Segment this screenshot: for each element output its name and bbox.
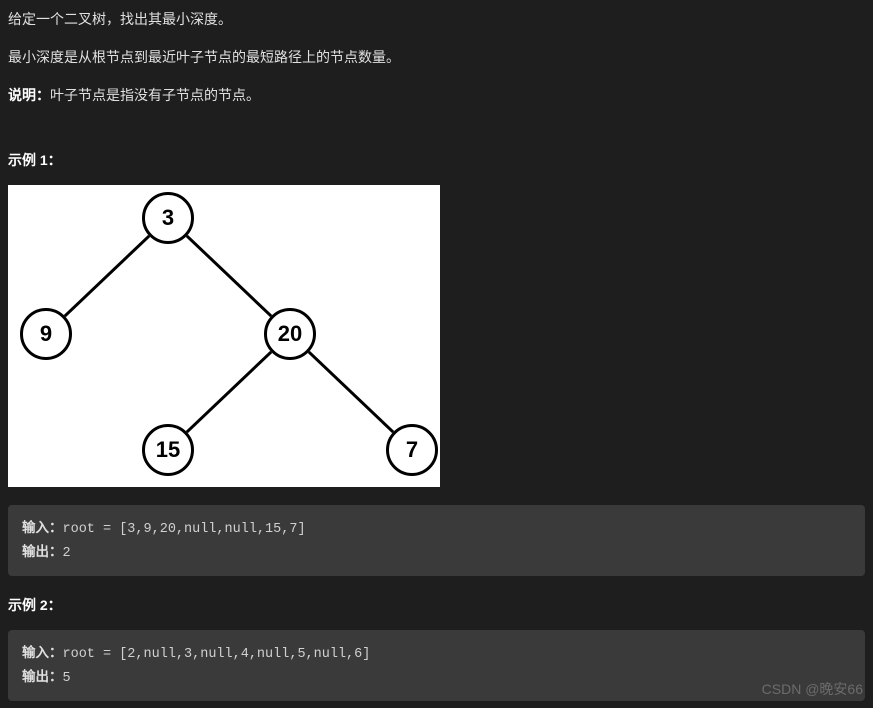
tree-edge (187, 236, 271, 316)
example-2-io: 输入：root = [2,null,3,null,4,null,5,null,6… (8, 630, 865, 701)
tree-node-label: 9 (40, 315, 52, 352)
problem-line-1: 给定一个二叉树，找出其最小深度。 (8, 8, 865, 32)
io-output-value: 2 (63, 546, 71, 561)
example-1-io: 输入：root = [3,9,20,null,null,15,7] 输出：2 (8, 505, 865, 576)
note-label: 说明： (8, 87, 50, 103)
problem-note: 说明：叶子节点是指没有子节点的节点。 (8, 84, 865, 108)
io2-input-label: 输入： (22, 645, 63, 660)
tree-node: 7 (386, 424, 438, 476)
io-input-label: 输入： (22, 520, 63, 535)
io-input-value: root = [3,9,20,null,null,15,7] (63, 522, 306, 537)
tree-node: 15 (142, 424, 194, 476)
io2-output-value: 5 (63, 671, 71, 686)
tree-edge (309, 352, 393, 432)
problem-line-2: 最小深度是从根节点到最近叶子节点的最短路径上的节点数量。 (8, 46, 865, 70)
tree-node: 20 (264, 308, 316, 360)
io-output-label: 输出： (22, 544, 63, 559)
tree-edge (65, 236, 149, 316)
example-1-heading: 示例 1： (8, 149, 865, 173)
tree-node: 9 (20, 308, 72, 360)
io2-output-label: 输出： (22, 669, 63, 684)
tree-node-label: 20 (278, 315, 302, 352)
tree-edge (187, 352, 271, 432)
note-text: 叶子节点是指没有子节点的节点。 (50, 87, 260, 103)
example-2-heading: 示例 2： (8, 594, 865, 618)
example-1-tree: 3 9 20 15 7 (8, 185, 440, 487)
io2-input-value: root = [2,null,3,null,4,null,5,null,6] (63, 647, 371, 662)
tree-node-label: 3 (162, 199, 174, 236)
tree-node: 3 (142, 192, 194, 244)
tree-node-label: 15 (156, 431, 180, 468)
tree-node-label: 7 (406, 431, 418, 468)
